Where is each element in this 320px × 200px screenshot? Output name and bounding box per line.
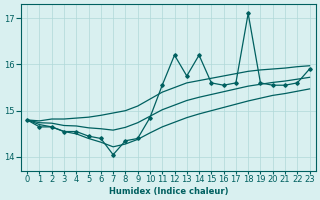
X-axis label: Humidex (Indice chaleur): Humidex (Indice chaleur) xyxy=(108,187,228,196)
